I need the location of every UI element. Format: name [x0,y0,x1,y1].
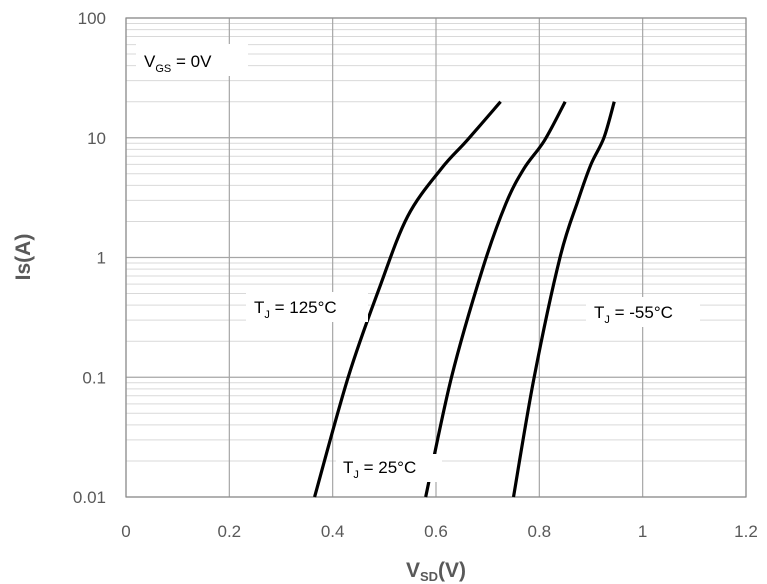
y-tick-label: 10 [87,129,106,148]
y-tick-label: 0.1 [82,368,106,387]
x-tick-label: 0.6 [424,522,448,541]
y-tick-label: 1 [97,249,106,268]
x-tick-label: 0.8 [528,522,552,541]
annotation-tj-25: TJ = 25°C [336,454,442,482]
y-tick-label: 100 [78,9,106,28]
svg-text:TJ = 25°C: TJ = 25°C [343,458,416,481]
svg-text:TJ = -55°C: TJ = -55°C [594,303,673,326]
series-layer [313,100,616,498]
annotation-tj-125: TJ = 125°C [246,292,368,322]
svg-text:VGS = 0V: VGS = 0V [144,52,212,75]
x-tick-label: 0.2 [218,522,242,541]
annotation-vgs: VGS = 0V [136,44,248,76]
x-tick-label: 0.4 [321,522,345,541]
y-tick-label: 0.01 [73,488,106,507]
y-axis-title: Is(A) [12,234,35,281]
plot-area-border [125,17,747,498]
series-line-tj-minus-55 [511,101,616,498]
x-tick-label: 1 [638,522,647,541]
x-tick-label: 1.2 [734,522,758,541]
svg-text:TJ = 125°C: TJ = 125°C [254,298,337,321]
x-axis-title: VSD(V) [406,559,466,584]
y-axis-tick-labels: 0.01 0.1 1 10 100 [73,9,106,507]
x-tick-label: 0 [121,522,130,541]
series-line-tj-25 [424,100,567,498]
annotation-tj-minus-55: TJ = -55°C [586,297,700,327]
series-line-tj-125 [313,100,502,498]
x-axis-tick-labels: 0 0.2 0.4 0.6 0.8 1 1.2 [121,522,758,541]
